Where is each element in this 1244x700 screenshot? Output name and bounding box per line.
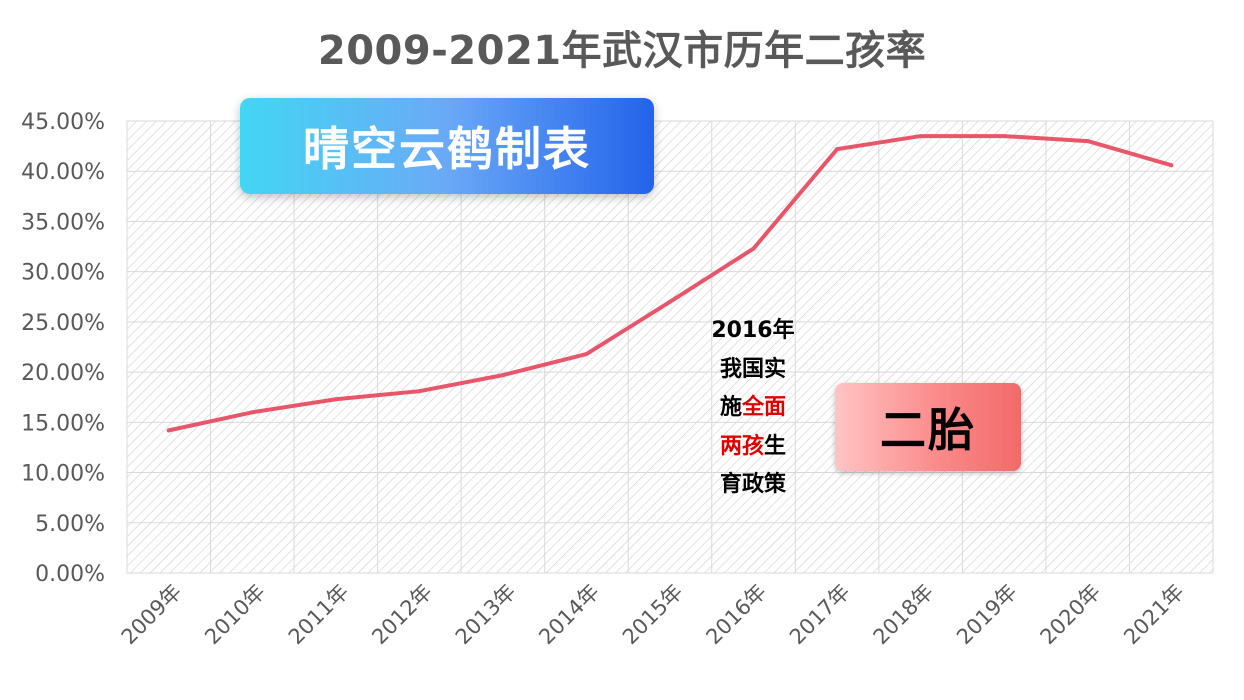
x-tick-label: 2014年 xyxy=(534,580,604,650)
x-tick-label: 2012年 xyxy=(367,580,437,650)
second-child-badge: 二胎 xyxy=(835,383,1021,471)
data-point xyxy=(668,299,672,304)
annotation-line-1: 2016年 xyxy=(711,318,795,343)
y-tick-label: 20.00% xyxy=(21,361,105,386)
x-tick-label: 2020年 xyxy=(1036,580,1106,650)
x-tick-label: 2010年 xyxy=(200,580,270,650)
y-axis-tick-labels: 0.00% 5.00% 10.00% 15.00% 20.00% 25.00% 30.00%… xyxy=(21,110,105,587)
data-point xyxy=(250,410,255,415)
annotation-line-4: 两孩生 xyxy=(688,428,818,467)
annotation-line-3-b: 全面 xyxy=(742,395,787,420)
data-point xyxy=(918,134,923,139)
data-point xyxy=(584,352,589,357)
data-point xyxy=(835,147,840,152)
policy-annotation: 2016年 我国实 施全面 两孩生 育政策 xyxy=(688,312,818,505)
x-tick-label: 2018年 xyxy=(869,580,939,650)
x-axis-tick-labels: 2009年 2010年 2011年 2012年 2013年 2014年 2015年 2016年… xyxy=(117,580,1189,650)
annotation-line-4-a: 两孩 xyxy=(719,433,764,459)
watermark-label: 晴空云鹤制表 xyxy=(240,98,654,194)
data-point xyxy=(166,428,171,433)
data-point xyxy=(1085,139,1090,144)
x-tick-label: 2019年 xyxy=(952,580,1022,650)
y-tick-label: 10.00% xyxy=(21,462,105,487)
x-tick-label: 2021年 xyxy=(1119,580,1189,650)
y-tick-label: 35.00% xyxy=(21,210,105,235)
y-tick-label: 45.00% xyxy=(21,110,105,135)
x-tick-label: 2013年 xyxy=(451,580,521,650)
x-tick-label: 2017年 xyxy=(785,580,855,650)
x-tick-label: 2009年 xyxy=(117,580,187,650)
y-tick-label: 0.00% xyxy=(35,562,105,587)
x-tick-label: 2011年 xyxy=(284,580,354,650)
annotation-line-2: 我国实 xyxy=(719,356,786,382)
plot-area xyxy=(126,120,1214,574)
y-tick-label: 30.00% xyxy=(21,261,105,286)
chart-title: 2009-2021年武汉市历年二孩率 xyxy=(317,28,927,74)
data-point xyxy=(417,389,422,394)
x-tick-label: 2015年 xyxy=(618,580,688,650)
y-tick-label: 5.00% xyxy=(35,512,105,537)
data-point xyxy=(1002,134,1007,139)
data-point xyxy=(333,397,338,402)
data-point xyxy=(500,373,505,378)
data-point xyxy=(751,246,756,251)
y-tick-label: 40.00% xyxy=(21,160,105,185)
annotation-line-3-a: 施 xyxy=(719,395,742,420)
annotation-line-5: 育政策 xyxy=(719,472,786,497)
y-tick-label: 25.00% xyxy=(21,311,105,336)
annotation-line-4-b: 生 xyxy=(764,433,787,459)
y-tick-label: 15.00% xyxy=(21,411,105,436)
data-point xyxy=(1169,163,1174,168)
series-line-group xyxy=(166,134,1174,433)
annotation-line-3: 施全面 xyxy=(688,389,818,428)
x-tick-label: 2016年 xyxy=(701,580,771,650)
